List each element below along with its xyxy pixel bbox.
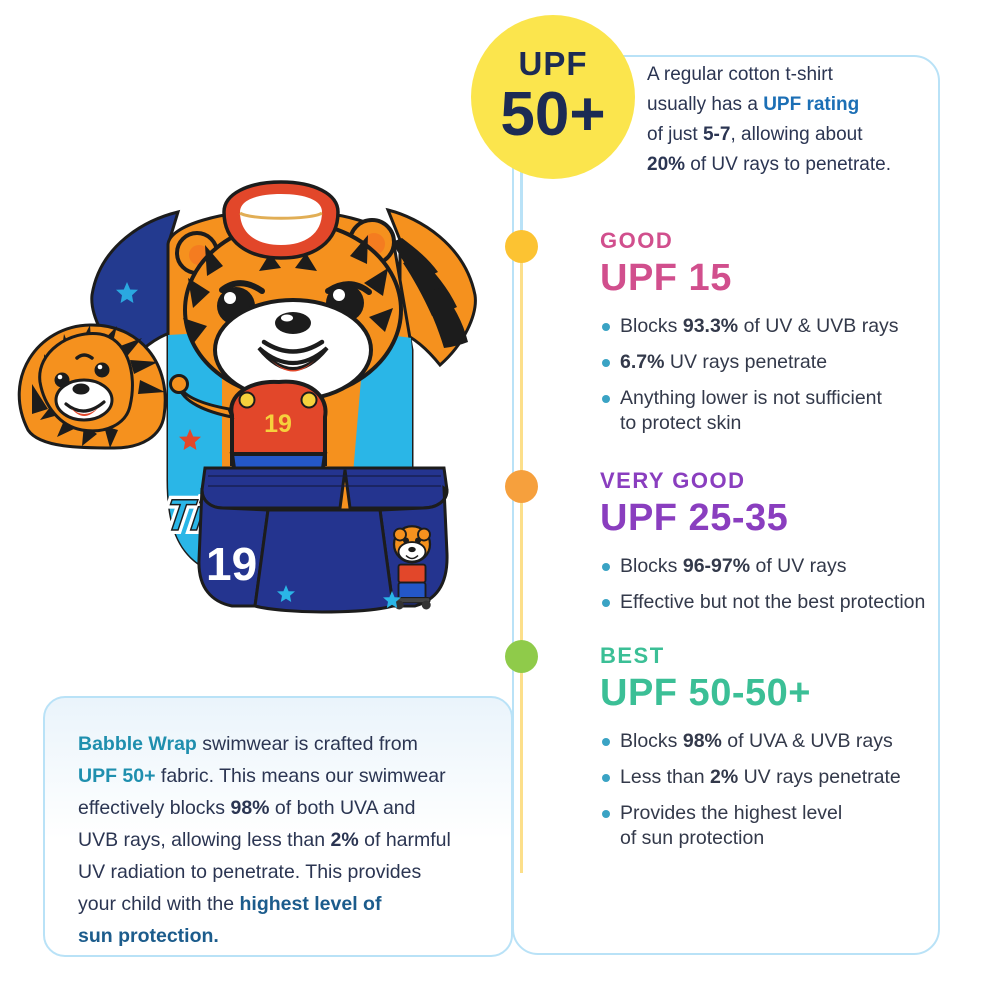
svg-text:19: 19 [206,538,257,590]
svg-text:19: 19 [264,410,292,438]
